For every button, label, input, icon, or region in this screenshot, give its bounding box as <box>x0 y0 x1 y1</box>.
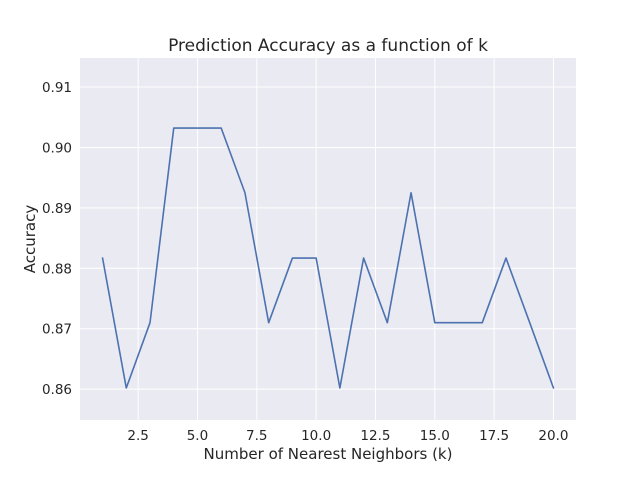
y-tick-label: 0.90 <box>42 140 72 156</box>
y-tick-labels: 0.86 0.87 0.88 0.89 0.90 0.91 <box>42 80 72 398</box>
y-tick-label: 0.86 <box>42 382 72 398</box>
x-tick-label: 10.0 <box>301 428 331 444</box>
x-tick-label: 17.5 <box>479 428 509 444</box>
plot-area <box>80 58 576 420</box>
x-axis-label: Number of Nearest Neighbors (k) <box>204 445 453 463</box>
y-tick-label: 0.87 <box>42 322 72 338</box>
y-tick-label: 0.91 <box>42 80 72 96</box>
y-gridlines <box>80 86 576 390</box>
x-gridlines <box>137 58 554 420</box>
x-tick-label: 15.0 <box>420 428 450 444</box>
chart-title: Prediction Accuracy as a function of k <box>168 36 488 56</box>
x-tick-labels: 2.5 5.0 7.5 10.0 12.5 15.0 17.5 20.0 <box>127 428 568 444</box>
y-axis-label: Accuracy <box>21 205 39 274</box>
y-tick-label: 0.88 <box>42 261 72 277</box>
x-tick-label: 5.0 <box>187 428 208 444</box>
x-tick-label: 2.5 <box>127 428 148 444</box>
series-layer <box>101 127 555 389</box>
x-tick-label: 20.0 <box>538 428 568 444</box>
x-tick-label: 12.5 <box>360 428 390 444</box>
y-tick-label: 0.89 <box>42 201 72 217</box>
accuracy-line <box>101 127 555 389</box>
x-tick-label: 7.5 <box>246 428 267 444</box>
